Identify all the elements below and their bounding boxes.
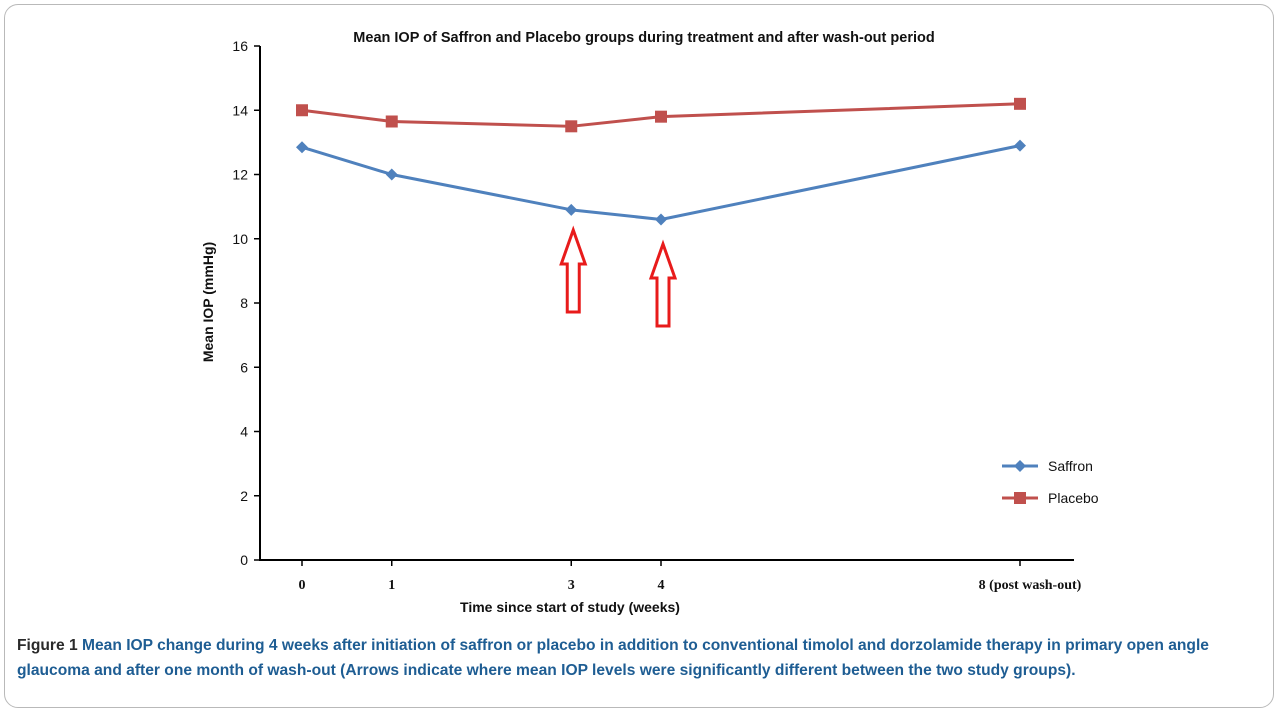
y-tick-label: 8	[240, 295, 248, 311]
y-tick-label: 4	[240, 424, 248, 440]
data-point-placebo	[296, 104, 308, 117]
series-line-saffron	[301, 144, 1021, 221]
legend-marker-saffron	[1014, 460, 1026, 472]
y-tick-label: 6	[240, 359, 248, 375]
data-point-placebo	[655, 110, 667, 123]
data-point-saffron	[1014, 139, 1026, 152]
data-point-saffron	[385, 168, 398, 181]
chart-title: Mean IOP of Saffron and Placebo groups d…	[353, 30, 934, 46]
y-tick-label: 2	[240, 488, 248, 504]
x-tick-label: 1	[388, 578, 395, 593]
data-point-saffron	[655, 213, 667, 226]
legend-label-saffron: Saffron	[1048, 458, 1093, 474]
x-tick-label: 8 (post wash-out)	[979, 578, 1082, 593]
y-tick-label: 10	[232, 231, 248, 247]
caption-label: Figure 1	[17, 637, 78, 654]
y-tick-label: 14	[232, 102, 248, 118]
y-tick-label: 0	[240, 552, 248, 568]
x-axis-label: Time since start of study (weeks)	[460, 599, 680, 615]
figure-frame	[4, 4, 1274, 708]
figure-caption: Figure 1 Mean IOP change during 4 weeks …	[17, 634, 1272, 683]
data-point-placebo	[1014, 97, 1026, 110]
data-point-saffron	[296, 141, 308, 154]
x-tick-label: 0	[299, 578, 306, 593]
y-tick-label: 12	[232, 167, 248, 183]
legend-marker-placebo	[1014, 492, 1026, 504]
legend-label-placebo: Placebo	[1048, 490, 1099, 506]
x-tick-label: 3	[568, 578, 575, 593]
significance-arrow	[559, 225, 588, 314]
data-point-placebo	[385, 115, 398, 128]
y-tick-label: 16	[232, 38, 248, 54]
x-tick-label: 4	[658, 578, 665, 593]
caption-text: Mean IOP change during 4 weeks after ini…	[17, 637, 1209, 679]
y-axis-label: Mean IOP (mmHg)	[200, 242, 216, 362]
data-point-placebo	[565, 120, 578, 133]
data-point-saffron	[565, 203, 578, 216]
significance-arrow	[648, 239, 678, 328]
